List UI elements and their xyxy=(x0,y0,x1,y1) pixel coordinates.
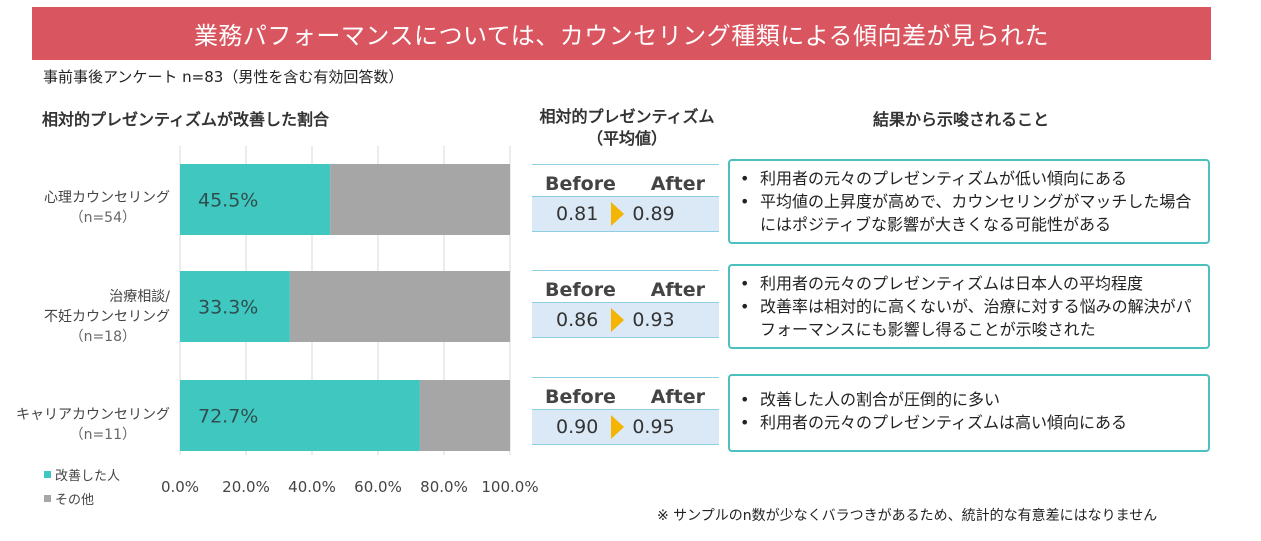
bullet: • xyxy=(740,297,750,316)
before-after-table: Before After 0.90 0.95 xyxy=(532,377,719,445)
after-label: After xyxy=(650,385,705,408)
finding-item: • 利用者の元々のプレゼンティズムが低い傾向にある xyxy=(740,167,1198,190)
legend-swatch-other xyxy=(44,495,51,502)
category-n: （n=54） xyxy=(69,210,136,226)
finding-text: 利用者の元々のプレゼンティズムは日本人の平均程度 xyxy=(760,274,1144,293)
category-name: 治療相談/ xyxy=(109,289,170,305)
bar-segment xyxy=(180,271,290,342)
stacked-bar-chart: 45.5% 33.3% 72.7% 0.0% 20.0% 40.0% 60.0% 80.0% 1… xyxy=(161,146,539,496)
data-label: 45.5% xyxy=(198,190,258,212)
legend-other: その他 xyxy=(44,489,94,508)
tick-label: 40.0% xyxy=(288,478,336,496)
bullet: • xyxy=(740,390,750,409)
bullet: • xyxy=(740,169,750,188)
bar-segment xyxy=(180,380,420,451)
legend-label-improved: 改善した人 xyxy=(55,469,121,484)
data-label: 33.3% xyxy=(198,297,258,319)
finding-text: 改善率は相対的に高くないが、治療に対する悩みの解決がパフォーマンスにも影響し得る… xyxy=(760,297,1192,339)
tick-label: 80.0% xyxy=(420,478,468,496)
finding-item: • 改善率は相対的に高くないが、治療に対する悩みの解決がパフォーマンスにも影響し得… xyxy=(740,295,1198,341)
category-label: キャリアカウンセリング （n=11） xyxy=(0,405,170,445)
footnote: ※ サンプルのn数が少なくバラつきがあるため、統計的な有意差にはなりません xyxy=(657,508,1158,524)
before-label: Before xyxy=(545,278,616,301)
finding-item: • 利用者の元々のプレゼンティズムは日本人の平均程度 xyxy=(740,272,1198,295)
finding-text: 平均値の上昇度が高めで、カウンセリングがマッチした場合にはポジティブな影響が大き… xyxy=(760,192,1192,234)
category-label: 心理カウンセリング （n=54） xyxy=(0,188,170,228)
finding-item: • 利用者の元々のプレゼンティズムは高い傾向にある xyxy=(740,411,1198,434)
after-value: 0.93 xyxy=(632,309,675,331)
finding-text: 利用者の元々のプレゼンティズムが低い傾向にある xyxy=(760,169,1128,188)
arrow-right-icon xyxy=(611,202,625,226)
bullet: • xyxy=(740,192,750,211)
average-heading-line1: 相対的プレゼンティズム xyxy=(539,107,715,126)
category-name-line2: 不妊カウンセリング xyxy=(44,309,170,325)
page-title: 業務パフォーマンスについては、カウンセリング種類による傾向差が見られた xyxy=(193,22,1050,50)
average-heading-line2: （平均値） xyxy=(586,129,667,148)
after-label: After xyxy=(650,278,705,301)
after-value: 0.89 xyxy=(632,203,675,225)
findings-heading: 結果から示唆されること xyxy=(872,110,1049,129)
finding-item: • 改善した人の割合が圧倒的に多い xyxy=(740,388,1198,411)
category-n: （n=11） xyxy=(69,427,136,443)
bar-segment xyxy=(180,164,331,235)
findings-box: • 改善した人の割合が圧倒的に多い • 利用者の元々のプレゼンティズムは高い傾向にあ… xyxy=(728,374,1210,452)
before-after-table: Before After 0.86 0.93 xyxy=(532,270,719,338)
arrow-right-icon xyxy=(611,415,625,439)
findings-box: • 利用者の元々のプレゼンティズムは日本人の平均程度 • 改善率は相対的に高くないが… xyxy=(728,264,1210,349)
bar-segment xyxy=(289,271,510,342)
bar-segment xyxy=(330,164,510,235)
after-label: After xyxy=(650,172,705,195)
before-value: 0.90 xyxy=(556,416,599,438)
bar-segment xyxy=(419,380,510,451)
tick-label: 20.0% xyxy=(222,478,270,496)
category-label: 治療相談/ 不妊カウンセリング （n=18） xyxy=(0,287,170,347)
category-name: 心理カウンセリング xyxy=(44,190,170,206)
chart-heading: 相対的プレゼンティズムが改善した割合 xyxy=(42,110,330,129)
finding-item: • 平均値の上昇度が高めで、カウンセリングがマッチした場合にはポジティブな影響が大… xyxy=(740,190,1198,236)
before-label: Before xyxy=(545,172,616,195)
category-n: （n=18） xyxy=(69,329,136,345)
legend-swatch-improved xyxy=(44,471,51,478)
bullet: • xyxy=(740,274,750,293)
arrow-right-icon xyxy=(611,308,625,332)
legend-improved: 改善した人 xyxy=(44,465,120,484)
tick-label: 100.0% xyxy=(481,478,538,496)
category-name: キャリアカウンセリング xyxy=(16,407,170,423)
average-heading: 相対的プレゼンティズム （平均値） xyxy=(520,106,734,150)
tick-label: 0.0% xyxy=(161,478,199,496)
before-value: 0.86 xyxy=(556,309,599,331)
before-label: Before xyxy=(545,385,616,408)
before-after-table: Before After 0.81 0.89 xyxy=(532,164,719,232)
after-value: 0.95 xyxy=(632,416,675,438)
finding-text: 利用者の元々のプレゼンティズムは高い傾向にある xyxy=(760,413,1128,432)
before-value: 0.81 xyxy=(556,203,599,225)
bullet: • xyxy=(740,413,750,432)
tick-label: 60.0% xyxy=(354,478,402,496)
data-label: 72.7% xyxy=(198,406,258,428)
findings-box: • 利用者の元々のプレゼンティズムが低い傾向にある • 平均値の上昇度が高めで、カウ… xyxy=(728,159,1210,244)
title-banner: 業務パフォーマンスについては、カウンセリング種類による傾向差が見られた xyxy=(32,7,1211,60)
survey-note: 事前事後アンケート n=83（男性を含む有効回答数） xyxy=(43,68,404,86)
finding-text: 改善した人の割合が圧倒的に多い xyxy=(760,390,1001,409)
legend-label-other: その他 xyxy=(55,493,95,508)
